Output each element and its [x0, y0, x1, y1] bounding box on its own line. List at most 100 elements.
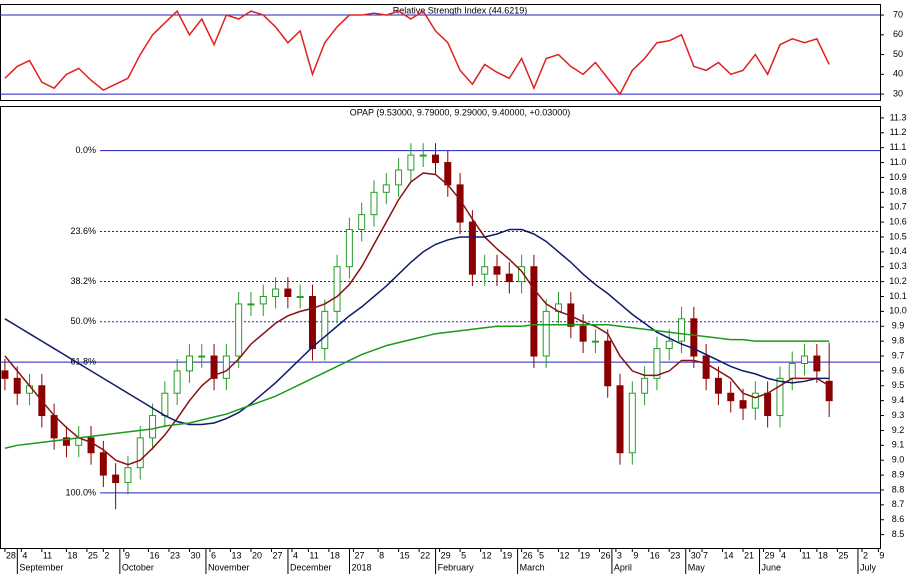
candle-body	[284, 288, 292, 297]
candle-body	[788, 362, 796, 379]
candle-body	[825, 380, 833, 402]
y-tick-label: 10.1	[889, 291, 907, 301]
candle-body	[296, 295, 304, 298]
x-tick-label: 20	[252, 550, 262, 560]
x-tick-label: 26	[601, 550, 611, 560]
x-tick-label: 19	[502, 550, 512, 560]
y-tick-label: 9.5	[892, 380, 905, 390]
candle-body	[136, 437, 144, 469]
moving-average	[4, 324, 830, 450]
month-label: May	[688, 562, 706, 572]
month-label: November	[208, 562, 250, 572]
y-tick-label: 50	[893, 49, 903, 59]
y-tick-label: 11.1	[890, 142, 907, 152]
candle-body	[87, 437, 95, 454]
candle-body	[653, 348, 661, 379]
x-tick-label: 30	[691, 550, 701, 560]
fib-label: 50.0%	[70, 316, 96, 326]
candle-body	[358, 214, 366, 231]
y-tick-label: 10.7	[889, 202, 907, 212]
candle-body	[272, 288, 280, 297]
x-tick-label: 7	[703, 550, 708, 560]
candle-body	[99, 452, 107, 476]
moving-average	[4, 172, 830, 466]
x-tick-label: 4	[293, 550, 298, 560]
candle-body	[419, 154, 427, 157]
candle-body	[407, 154, 415, 171]
candle-body	[641, 377, 649, 394]
candle-body	[259, 295, 267, 305]
x-tick-label: 16	[149, 550, 159, 560]
candle-body	[247, 303, 255, 306]
candle-body	[591, 340, 599, 343]
x-tick-label: 5	[539, 550, 544, 560]
x-tick-label: 4	[781, 550, 786, 560]
y-tick-label: 9.9	[892, 321, 905, 331]
y-tick-label: 9.4	[892, 395, 905, 405]
x-tick-label: 3	[617, 550, 622, 560]
y-tick-label: 60	[893, 29, 903, 39]
fib-label: 23.6%	[70, 226, 96, 236]
y-tick-label: 10.0	[889, 306, 907, 316]
y-tick-label: 30	[893, 88, 903, 98]
month-label: April	[614, 562, 632, 572]
x-tick-label: 18	[330, 550, 340, 560]
month-label: December	[290, 562, 332, 572]
y-tick-label: 11.3	[890, 112, 907, 122]
x-tick-label: 12	[482, 550, 492, 560]
x-tick-label: 23	[170, 550, 180, 560]
y-tick-label: 8.6	[892, 514, 905, 524]
y-tick-label: 10.6	[889, 216, 907, 226]
y-tick-label: 70	[893, 9, 903, 19]
x-tick-label: 27	[272, 550, 282, 560]
candle-body	[161, 392, 169, 417]
y-tick-label: 9.6	[892, 365, 905, 375]
candle-body	[62, 437, 70, 446]
y-tick-label: 11.2	[890, 127, 907, 137]
panel-title: Relative Strength Index (44.6219)	[393, 5, 528, 15]
y-tick-label: 8.7	[892, 499, 905, 509]
x-tick-label: 25	[88, 550, 98, 560]
x-tick-label: 30	[190, 550, 200, 560]
y-tick-label: 40	[893, 69, 903, 79]
y-tick-label: 9.2	[892, 425, 905, 435]
x-tick-label: 11	[801, 550, 810, 560]
candle-body	[185, 355, 193, 372]
candle-body	[112, 474, 120, 484]
x-tick-label: 11	[43, 550, 52, 560]
x-tick-label: 21	[744, 550, 754, 560]
y-tick-label: 10.9	[889, 172, 907, 182]
rsi-line	[4, 9, 830, 96]
y-tick-label: 10.8	[889, 187, 907, 197]
y-tick-label: 8.5	[892, 529, 905, 539]
x-tick-label: 16	[650, 550, 660, 560]
candle-body	[518, 266, 526, 283]
candle-body	[493, 266, 501, 275]
x-tick-label: 26	[523, 550, 533, 560]
x-tick-label: 9	[879, 550, 884, 560]
candle-body	[714, 377, 722, 394]
candle-body	[395, 169, 403, 186]
x-tick-label: 2	[863, 550, 868, 560]
y-tick-label: 9.3	[892, 410, 905, 420]
candle-body	[542, 310, 550, 357]
x-tick-label: 23	[670, 550, 680, 560]
x-tick-label: 22	[420, 550, 430, 560]
candle-body	[444, 162, 452, 186]
x-tick-label: 9	[125, 550, 130, 560]
candle-body	[616, 385, 624, 454]
panel-title: OPAP (9.53000, 9.79000, 9.29000, 9.40000…	[350, 107, 571, 117]
x-tick-label: 2	[104, 550, 109, 560]
x-tick-label: 18	[67, 550, 77, 560]
month-label: July	[860, 562, 877, 572]
x-tick-label: 9	[633, 550, 638, 560]
month-label: October	[122, 562, 154, 572]
y-tick-label: 10.3	[889, 261, 907, 271]
candle-body	[333, 266, 341, 312]
x-tick-label: 27	[354, 550, 364, 560]
y-tick-label: 8.8	[892, 484, 905, 494]
x-tick-label: 12	[560, 550, 570, 560]
y-tick-label: 10.5	[889, 231, 907, 241]
candle-body	[739, 400, 747, 409]
